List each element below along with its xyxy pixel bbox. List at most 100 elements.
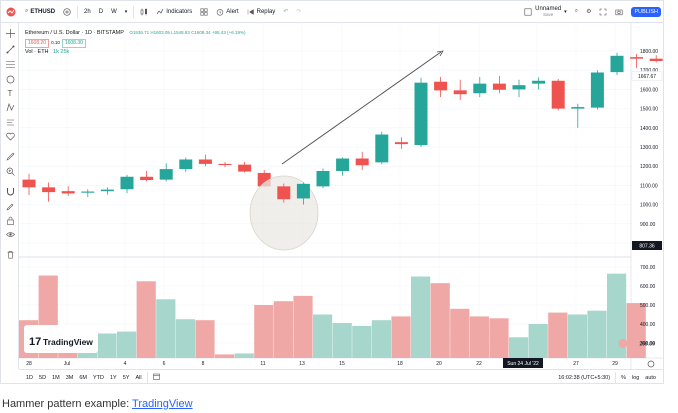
layout-status: Save bbox=[543, 11, 554, 17]
fullscreen-button[interactable] bbox=[595, 1, 611, 23]
tradingview-watermark: 17 TradingView bbox=[24, 325, 98, 353]
trash-icon bbox=[7, 250, 13, 258]
candle-body bbox=[492, 83, 506, 90]
volume-bar bbox=[175, 319, 195, 358]
visibility-tool[interactable] bbox=[4, 228, 16, 240]
fullscreen-icon bbox=[600, 8, 607, 15]
snapshot-button[interactable] bbox=[611, 1, 627, 23]
time-axis-label: 8 bbox=[202, 361, 205, 367]
legend-quote-row: 1608.20 0.10 1608.30 bbox=[25, 38, 245, 48]
legend-title-row: Ethereum / U.S. Dollar · 1D · BITSTAMP O… bbox=[25, 28, 245, 38]
plus-circle-icon bbox=[63, 7, 71, 16]
trendline-icon bbox=[6, 45, 14, 53]
candle-body bbox=[198, 159, 212, 164]
log-toggle[interactable]: log bbox=[631, 374, 640, 381]
volume-bar bbox=[313, 314, 333, 358]
symbol-search[interactable]: ⌕ ETHUSD bbox=[21, 1, 59, 23]
chart-type-button[interactable] bbox=[136, 1, 152, 23]
interval-dropdown[interactable]: ▾ bbox=[121, 1, 132, 23]
layout-name-block: Unnamed Save bbox=[535, 6, 561, 18]
candle-body bbox=[532, 80, 546, 84]
fib-tool[interactable] bbox=[4, 58, 16, 70]
compare-button[interactable] bbox=[59, 1, 75, 23]
volume-bar bbox=[371, 320, 391, 358]
range-button-3m[interactable]: 3M bbox=[65, 374, 74, 381]
price-axis-label: 1200.00 bbox=[640, 164, 658, 170]
time-axis-label: 27 bbox=[573, 361, 579, 367]
interval-day[interactable]: D bbox=[98, 8, 104, 15]
percent-toggle[interactable]: % bbox=[621, 374, 626, 381]
volume-value: 1k 25k bbox=[53, 49, 70, 55]
chart-legend: Ethereum / U.S. Dollar · 1D · BITSTAMP O… bbox=[25, 28, 245, 57]
candle-body bbox=[434, 81, 448, 91]
candle-body bbox=[316, 171, 330, 187]
volume-bar bbox=[332, 323, 352, 358]
stay-drawing-tool[interactable] bbox=[4, 200, 16, 212]
interval-2h[interactable]: 2h bbox=[84, 8, 91, 15]
lock-tool[interactable] bbox=[4, 214, 16, 226]
range-button-1d[interactable]: 1D bbox=[26, 374, 34, 381]
candle-body bbox=[61, 191, 75, 194]
crosshair-tool[interactable] bbox=[4, 27, 16, 39]
range-button-6m[interactable]: 6M bbox=[79, 374, 87, 381]
watermark-text: TradingView bbox=[43, 337, 93, 347]
candle-body bbox=[120, 176, 134, 190]
text-icon: T bbox=[7, 88, 13, 98]
layout-select[interactable]: Unnamed Save ▾ bbox=[520, 1, 571, 23]
publish-button[interactable]: PUBLISH bbox=[627, 1, 663, 23]
candle-body bbox=[590, 72, 604, 108]
replay-button[interactable]: Replay bbox=[243, 1, 280, 23]
volume-bar bbox=[567, 314, 587, 358]
zoom-tool[interactable] bbox=[4, 165, 16, 177]
time-axis-label: 28 bbox=[26, 361, 32, 367]
trend-line bbox=[281, 51, 442, 165]
range-button-all[interactable]: All bbox=[135, 374, 142, 381]
volume-bar bbox=[136, 281, 156, 358]
quick-search-button[interactable]: ⌕ bbox=[571, 1, 582, 23]
time-axis-label: 11 bbox=[260, 361, 265, 367]
prediction-icon bbox=[6, 119, 14, 125]
time-axis[interactable]: 28Jul468111315182022252729 bbox=[26, 361, 618, 367]
tradingview-logo-icon[interactable] bbox=[1, 1, 21, 23]
remove-drawings-tool[interactable] bbox=[4, 248, 16, 260]
alert-button[interactable]: Alert bbox=[212, 1, 242, 23]
templates-button[interactable] bbox=[196, 1, 212, 23]
range-button-5d[interactable]: 5D bbox=[39, 374, 47, 381]
date-range-button[interactable] bbox=[150, 373, 163, 382]
trendline-tool[interactable] bbox=[4, 43, 16, 55]
settings-button[interactable]: ⚙ bbox=[582, 1, 595, 23]
ask-price[interactable]: 1608.30 bbox=[61, 39, 86, 48]
volume-bar bbox=[156, 299, 176, 358]
range-button-ytd[interactable]: YTD bbox=[92, 374, 104, 381]
redo-button[interactable]: ↷ bbox=[292, 1, 305, 23]
volume-bar bbox=[293, 295, 313, 358]
bid-price[interactable]: 1608.20 bbox=[25, 39, 50, 48]
layout-name: Unnamed bbox=[535, 5, 562, 12]
heart-icon bbox=[5, 132, 15, 140]
date-label-text: Sun 24 Jul '22 bbox=[507, 361, 539, 367]
range-button-1y[interactable]: 1Y bbox=[109, 374, 117, 381]
clock[interactable]: 16:02:38 (UTC+5:30) bbox=[558, 374, 611, 381]
chevron-down-icon: ▾ bbox=[564, 8, 567, 15]
undo-button[interactable]: ↶ bbox=[279, 1, 292, 23]
price-chart[interactable]: 1800.001700.001600.001500.001400.001300.… bbox=[19, 23, 664, 369]
eye-icon bbox=[5, 231, 15, 237]
auto-toggle[interactable]: auto bbox=[645, 374, 656, 381]
indicators-button[interactable]: Indicators bbox=[152, 1, 196, 23]
legend-ohlc: O1536.71 H1603.05 L1548.93 C1608.34 +95.… bbox=[129, 30, 246, 35]
text-tool[interactable]: T bbox=[4, 87, 16, 99]
shapes-tool[interactable] bbox=[4, 73, 16, 85]
icon-tool[interactable] bbox=[4, 130, 16, 142]
range-button-5y[interactable]: 5Y bbox=[122, 374, 130, 381]
price-axis-label: 900.00 bbox=[640, 222, 656, 228]
scale-settings-button[interactable] bbox=[647, 360, 655, 368]
caption-link[interactable]: TradingView bbox=[132, 398, 193, 410]
interval-week[interactable]: W bbox=[111, 8, 117, 15]
range-button-1m[interactable]: 1M bbox=[52, 374, 60, 381]
prediction-tool[interactable] bbox=[4, 116, 16, 128]
pattern-tool[interactable] bbox=[4, 101, 16, 113]
axis-price-badges: 1667.67 807.36 298.09 bbox=[618, 71, 663, 348]
calendar-icon bbox=[152, 373, 160, 380]
brush-tool[interactable] bbox=[4, 150, 16, 162]
magnet-tool[interactable] bbox=[4, 185, 16, 197]
